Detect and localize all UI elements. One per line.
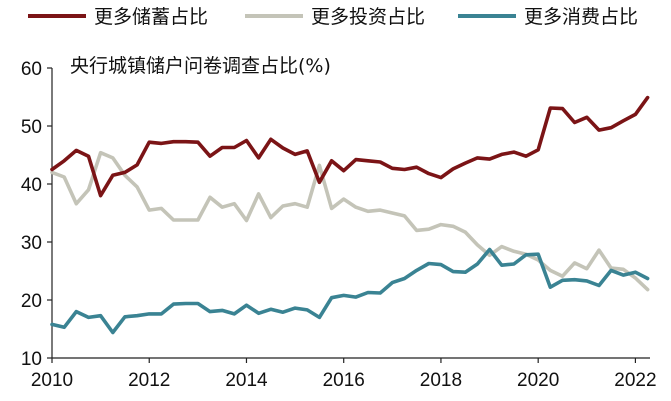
x-tick-label: 2014: [225, 370, 268, 391]
legend-label-2: 更多消费占比: [524, 6, 638, 28]
x-tick-label: 2016: [323, 370, 365, 391]
x-tick-label: 2022: [614, 370, 656, 391]
y-tick-label: 10: [21, 349, 42, 370]
x-tick-label: 2012: [128, 370, 170, 391]
series-line-2: [50, 247, 650, 335]
y-tick-label: 20: [21, 291, 42, 312]
axes: 10 20 30 40 50 60 2010 2012 2014 2016 2018 2020 2022: [21, 59, 657, 391]
x-tick-label: 2018: [420, 370, 462, 391]
legend-label-0: 更多储蓄占比: [94, 6, 208, 28]
y-tick-label: 60: [21, 59, 42, 80]
legend-label-1: 更多投资占比: [311, 6, 425, 28]
y-tick-label: 50: [21, 117, 42, 138]
series-line-1: [50, 150, 650, 292]
y-tick-label: 30: [21, 233, 42, 254]
y-tick-label: 40: [21, 175, 42, 196]
series-layer: [50, 95, 650, 335]
x-tick-label: 2020: [517, 370, 559, 391]
chart-title: 央行城镇储户问卷调查占比(%): [70, 55, 331, 77]
series-line-0: [50, 95, 650, 198]
legend: 更多储蓄占比 更多投资占比 更多消费占比: [28, 6, 638, 28]
x-tick-label: 2010: [31, 370, 73, 391]
